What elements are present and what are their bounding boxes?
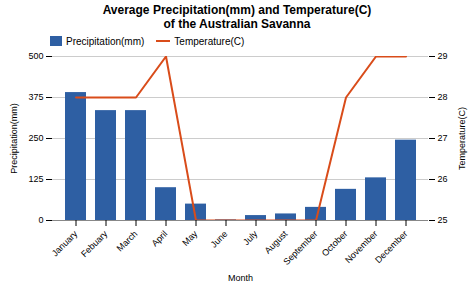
svg-text:November: November [343,228,380,266]
svg-text:Month: Month [228,273,253,283]
svg-text:June: June [209,229,230,250]
svg-text:March: March [115,229,140,254]
svg-text:28: 28 [438,92,448,102]
svg-text:Temperature(C): Temperature(C) [457,107,467,170]
svg-text:April: April [150,229,170,249]
svg-text:0: 0 [38,215,43,225]
html-text:Temperature(C): Temperature(C) [174,35,245,47]
svg-text:July: July [241,228,260,247]
svg-text:October: October [320,229,350,259]
svg-text:May: May [180,228,199,247]
html-text:Average Precipitation(mm) and: Average Precipitation(mm) and Temperatur… [102,3,372,31]
svg-text:Precipitation(mm): Precipitation(mm) [9,103,19,174]
svg-text:375: 375 [28,92,43,102]
svg-text:September: September [281,229,319,267]
svg-text:January: January [50,228,80,258]
html-text:Precipitation(mm): Precipitation(mm) [66,35,145,47]
svg-text:26: 26 [438,174,448,184]
svg-text:27: 27 [438,133,448,143]
svg-text:125: 125 [28,174,43,184]
svg-text:250: 250 [28,133,43,143]
svg-text:29: 29 [438,51,448,61]
svg-text:August: August [263,228,290,255]
svg-text:Febuary: Febuary [79,228,110,259]
svg-text:500: 500 [28,51,43,61]
svg-text:December: December [373,229,409,265]
svg-text:25: 25 [438,215,448,225]
